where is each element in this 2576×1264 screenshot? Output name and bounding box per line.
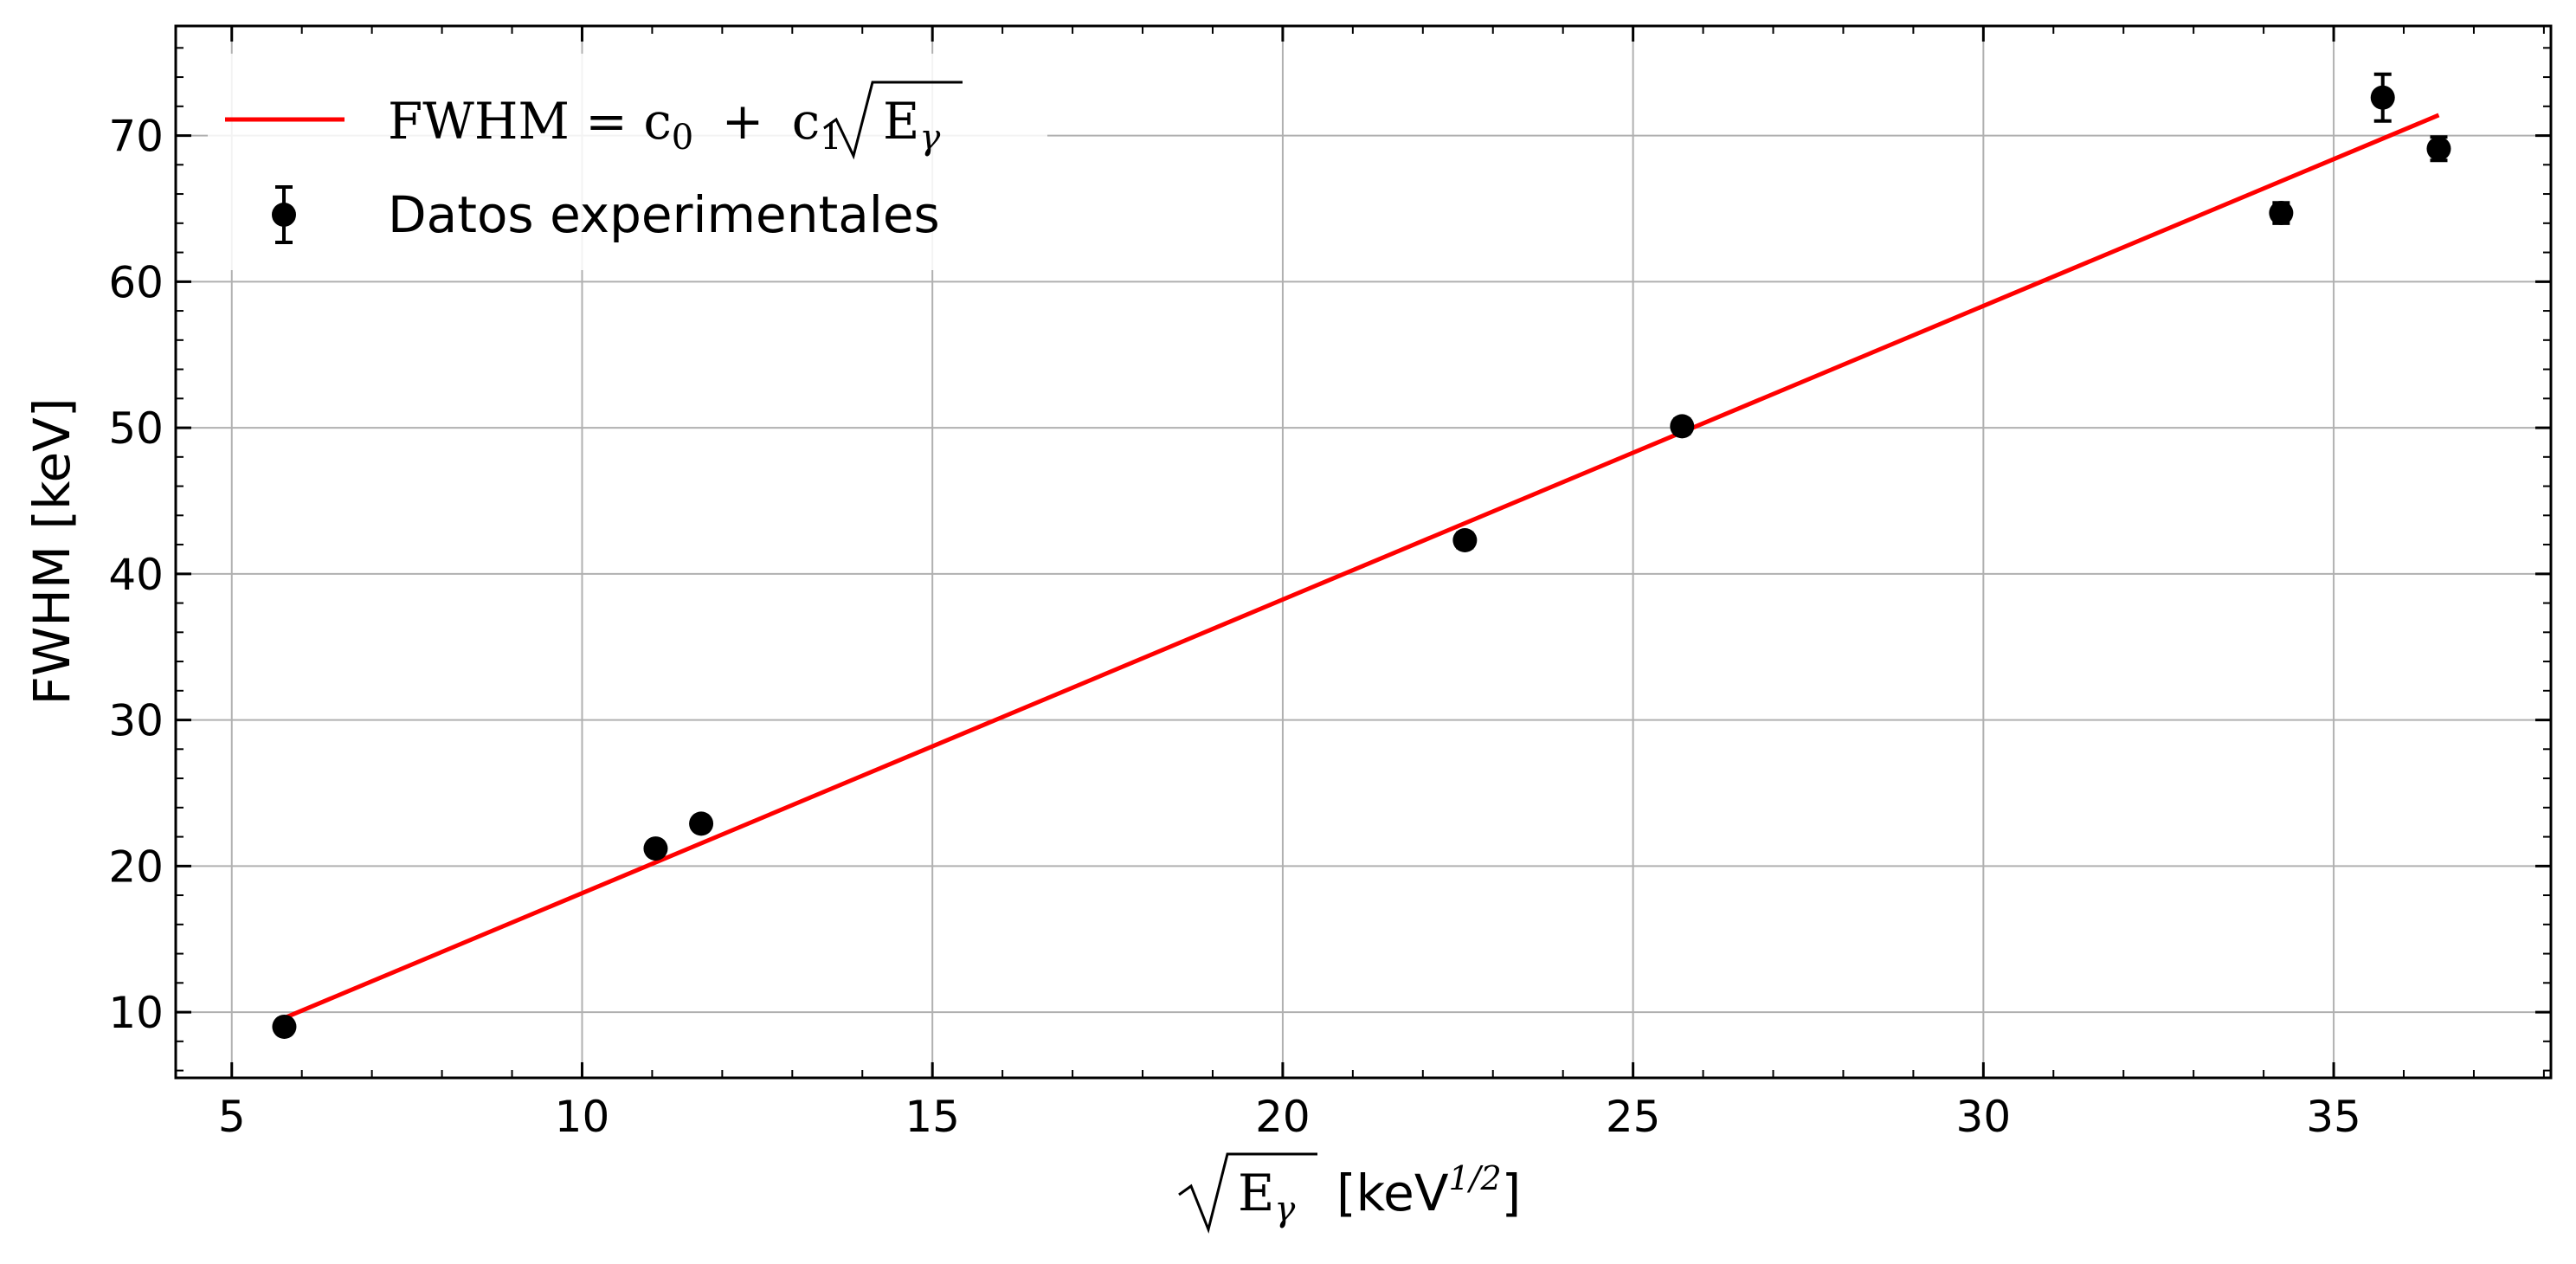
y-tick-label: 10 bbox=[108, 988, 164, 1038]
data-marker bbox=[643, 836, 668, 861]
legend-fit-plus: + bbox=[722, 92, 764, 151]
x-radicand-sub: γ bbox=[1274, 1190, 1295, 1229]
data-point bbox=[2426, 135, 2451, 163]
data-marker bbox=[2370, 85, 2395, 110]
legend-fit-c0-sub: 0 bbox=[672, 118, 693, 158]
grid-lines bbox=[176, 26, 2551, 1078]
data-marker bbox=[2426, 136, 2451, 161]
legend-radicand-e: E bbox=[883, 92, 919, 151]
x-axis-label: Eγ [keV1/2] bbox=[1178, 1152, 1521, 1234]
legend-fit-c1: c bbox=[792, 92, 820, 151]
legend-data-label: Datos experimentales bbox=[388, 185, 940, 244]
x-tick-label: 35 bbox=[2306, 1092, 2361, 1142]
y-tick-label: 60 bbox=[108, 257, 164, 307]
legend-fit-label: FWHM = c0 + c1 bbox=[388, 92, 842, 161]
data-point bbox=[272, 1014, 297, 1039]
data-point bbox=[689, 811, 714, 836]
x-unit-open: [keV bbox=[1336, 1164, 1449, 1222]
fit-line-layer bbox=[283, 113, 2440, 1021]
x-tick-label: 10 bbox=[555, 1092, 610, 1142]
legend-background bbox=[208, 54, 1047, 270]
x-tick-label: 30 bbox=[1956, 1092, 2012, 1142]
y-tick-label: 70 bbox=[108, 112, 164, 162]
x-tick-label: 25 bbox=[1606, 1092, 1661, 1142]
legend-fit-eq: = bbox=[585, 92, 628, 151]
legend-errorbar-swatch bbox=[272, 185, 296, 244]
legend: FWHM = c0 + c1 Eγ Datos experimentales bbox=[208, 54, 1047, 270]
x-label-radicand: Eγ bbox=[1238, 1164, 1295, 1229]
legend-fit-radicand: Eγ bbox=[883, 92, 940, 158]
legend-sqrt-symbol bbox=[823, 81, 963, 160]
legend-fit-lhs: FWHM bbox=[388, 92, 570, 151]
x-tick-label: 20 bbox=[1255, 1092, 1311, 1142]
data-point bbox=[1452, 528, 1478, 552]
data-marker bbox=[689, 811, 714, 836]
axis-ticks: 5 10 15 20 25 30 35 10 20 30 40 50 60 70 bbox=[108, 26, 2551, 1142]
y-tick-label: 20 bbox=[108, 842, 164, 892]
x-tick-label: 5 bbox=[218, 1092, 246, 1142]
x-unit-close: ] bbox=[1502, 1164, 1522, 1222]
y-tick-label: 40 bbox=[108, 550, 164, 600]
legend-radicand-sub: γ bbox=[919, 118, 940, 158]
x-tick-label: 15 bbox=[905, 1092, 960, 1142]
x-label-sqrt-symbol bbox=[1178, 1152, 1317, 1234]
x-label-unit: [keV1/2] bbox=[1336, 1159, 1521, 1222]
data-point bbox=[2269, 201, 2294, 225]
legend-fit-c0: c bbox=[643, 92, 671, 151]
y-axis-label: FWHM [keV] bbox=[23, 398, 81, 706]
data-marker bbox=[2269, 201, 2294, 225]
y-tick-label: 30 bbox=[108, 696, 164, 746]
data-point bbox=[2370, 72, 2395, 123]
y-tick-label: 50 bbox=[108, 403, 164, 454]
data-point bbox=[1670, 414, 1695, 439]
plot-frame bbox=[174, 24, 2553, 1080]
x-radicand-e: E bbox=[1238, 1164, 1274, 1222]
x-unit-exp: 1/2 bbox=[1449, 1159, 1502, 1197]
data-point bbox=[643, 836, 668, 861]
data-marker bbox=[1452, 528, 1478, 552]
data-marker bbox=[1670, 414, 1695, 439]
fit-line bbox=[283, 113, 2440, 1021]
data-points-layer bbox=[272, 72, 2451, 1039]
data-marker bbox=[272, 1014, 297, 1039]
